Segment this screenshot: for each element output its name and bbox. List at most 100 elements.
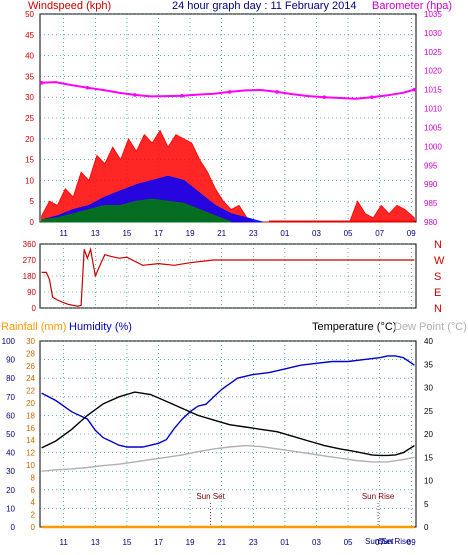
windspeed-tick-label: 50	[25, 10, 34, 19]
direction-tick-label: 270	[23, 256, 37, 265]
sun-marker-label: Sun Rise	[362, 492, 395, 501]
time-tick-label: 17	[154, 229, 163, 238]
windspeed-tick-label: 25	[25, 114, 34, 123]
direction-tick-label: 180	[23, 272, 37, 281]
rainfall-tick-label: 0	[31, 523, 36, 532]
humidity-tick-label: 10	[6, 504, 15, 513]
temperature-tick-label: 15	[424, 453, 433, 462]
barometer-point	[132, 93, 137, 97]
barometer-point	[39, 81, 44, 85]
temperature-tick-label: 30	[424, 384, 433, 393]
temperature-tick-label: 0	[424, 523, 429, 532]
humidity-tick-label: 50	[6, 430, 15, 439]
compass-label: N	[434, 239, 442, 251]
time-tick-label: 13	[91, 229, 100, 238]
temp-humidity-panel: 0102030405060708090100024681012141618202…	[2, 337, 434, 547]
rainfall-tick-label: 30	[26, 337, 35, 346]
rainfall-tick-label: 18	[26, 411, 35, 420]
windspeed-tick-label: 30	[25, 93, 34, 102]
barometer-point	[275, 90, 279, 94]
windspeed-tick-label: 45	[25, 31, 34, 40]
time-tick-label: 01	[280, 538, 289, 547]
temperature-tick-label: 35	[424, 360, 433, 369]
temperature-tick-label: 25	[424, 407, 433, 416]
rainfall-tick-label: 16	[26, 424, 35, 433]
windspeed-tick-label: 40	[25, 52, 34, 61]
rainfall-tick-label: 6	[31, 486, 36, 495]
time-tick-label: 03	[312, 538, 321, 547]
barometer-point	[227, 90, 232, 94]
dew-point-line	[41, 444, 415, 472]
barometer-axis-title: Barometer (hpa)	[372, 0, 452, 12]
time-tick-label: 09	[407, 538, 416, 547]
compass-label: W	[434, 255, 445, 267]
sunset-marker-bottom-label: Sun Set	[365, 537, 394, 546]
humidity-line	[41, 355, 415, 448]
direction-line	[41, 246, 415, 307]
temperature-tick-label: 40	[424, 337, 433, 346]
time-tick-label: 23	[249, 538, 258, 547]
sun-marker-label: Sun Set	[196, 492, 225, 501]
compass-label: S	[434, 271, 441, 283]
windspeed-tick-label: 5	[30, 197, 35, 206]
barometer-point	[85, 85, 90, 90]
humidity-axis-title: Humidity (%)	[69, 321, 132, 333]
temperature-tick-label: 5	[424, 500, 429, 509]
windspeed-axis-title: Windspeed (kph)	[28, 0, 111, 12]
time-tick-label: 19	[186, 229, 195, 238]
rainfall-tick-label: 26	[26, 362, 35, 371]
barometer-tick-label: 1020	[424, 67, 442, 76]
compass-label: N	[434, 303, 442, 315]
humidity-tick-label: 0	[11, 523, 16, 532]
time-tick-label: 17	[154, 538, 163, 547]
barometer-tick-label: 1035	[424, 10, 442, 19]
humidity-tick-label: 60	[6, 411, 15, 420]
barometer-point	[412, 87, 417, 92]
barometer-tick-label: 980	[424, 218, 438, 227]
humidity-tick-label: 70	[6, 393, 15, 402]
windspeed-tick-label: 35	[25, 72, 34, 81]
humidity-tick-label: 40	[6, 449, 15, 458]
time-tick-label: 09	[407, 229, 416, 238]
time-tick-label: 21	[217, 229, 226, 238]
time-tick-label: 05	[344, 229, 353, 238]
barometer-tick-label: 1015	[424, 86, 442, 95]
time-tick-label: 03	[312, 229, 321, 238]
rainfall-tick-label: 24	[26, 374, 35, 383]
rainfall-axis-title: Rainfall (mm)	[1, 321, 66, 333]
time-tick-label: 11	[60, 538, 69, 547]
barometer-tick-label: 1025	[424, 48, 442, 57]
humidity-tick-label: 30	[6, 467, 15, 476]
temperature-line	[41, 391, 415, 457]
barometer-tick-label: 1005	[424, 123, 442, 132]
temperature-axis-title: Temperature (°C)	[312, 321, 396, 333]
barometer-tick-label: 995	[424, 161, 438, 170]
time-tick-label: 21	[217, 538, 226, 547]
sunrise-marker-bottom-label: Sun Rise	[378, 537, 411, 546]
barometer-tick-label: 985	[424, 199, 438, 208]
time-tick-label: 15	[122, 229, 131, 238]
rainfall-tick-label: 2	[31, 511, 36, 520]
time-tick-label: 01	[280, 229, 289, 238]
rainfall-tick-label: 8	[31, 473, 36, 482]
temperature-tick-label: 20	[424, 430, 433, 439]
rainfall-tick-label: 20	[26, 399, 35, 408]
barometer-point	[369, 95, 374, 99]
time-tick-label: 23	[249, 229, 258, 238]
windspeed-tick-label: 15	[25, 156, 34, 165]
barometer-tick-label: 1010	[424, 105, 442, 114]
windspeed-tick-label: 20	[25, 135, 34, 144]
rainfall-tick-label: 10	[26, 461, 35, 470]
dewpoint-axis-title: Dew Point (°C)	[394, 321, 467, 333]
direction-tick-label: 90	[27, 288, 36, 297]
direction-tick-label: 0	[32, 304, 37, 313]
windspeed-tick-label: 10	[25, 176, 34, 185]
time-tick-label: 07	[375, 538, 384, 547]
humidity-tick-label: 20	[6, 486, 15, 495]
barometer-tick-label: 1030	[424, 29, 442, 38]
rainfall-tick-label: 14	[26, 436, 35, 445]
time-tick-label: 05	[344, 538, 353, 547]
compass-label: E	[434, 287, 441, 299]
temperature-tick-label: 10	[424, 477, 433, 486]
